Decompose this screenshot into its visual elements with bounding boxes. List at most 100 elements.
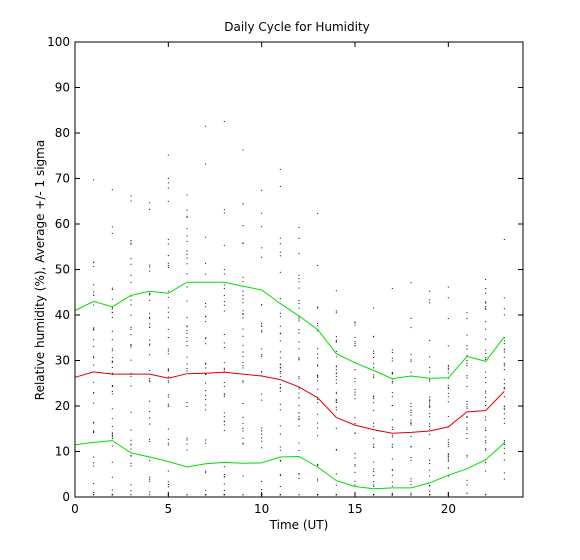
data-point	[485, 321, 487, 323]
data-point	[447, 367, 449, 369]
data-point	[354, 321, 356, 323]
data-point	[149, 293, 151, 295]
data-point	[261, 325, 263, 327]
data-point	[317, 264, 319, 266]
data-point	[242, 422, 244, 424]
data-point	[354, 341, 356, 343]
data-point	[503, 314, 505, 316]
data-point	[167, 348, 169, 350]
data-point	[186, 194, 188, 196]
data-point	[130, 314, 132, 316]
data-point	[223, 347, 225, 349]
data-point	[149, 480, 151, 482]
data-point	[93, 465, 95, 467]
data-point	[298, 278, 300, 280]
data-point	[410, 419, 412, 421]
data-point	[130, 334, 132, 336]
data-point	[223, 412, 225, 414]
data-point	[503, 356, 505, 358]
data-point	[186, 443, 188, 445]
data-point	[186, 332, 188, 334]
data-point	[93, 356, 95, 358]
data-point	[111, 390, 113, 392]
data-point	[410, 422, 412, 424]
data-point	[261, 331, 263, 333]
data-point	[130, 429, 132, 431]
data-point	[205, 489, 207, 491]
data-point	[317, 480, 319, 482]
data-point	[111, 330, 113, 332]
data-point	[335, 473, 337, 475]
data-point	[111, 384, 113, 386]
data-point	[242, 427, 244, 429]
data-point	[485, 442, 487, 444]
average-line	[74, 371, 505, 434]
data-point	[149, 317, 151, 319]
data-point	[205, 367, 207, 369]
data-point	[391, 373, 393, 375]
data-point	[167, 428, 169, 430]
data-point	[373, 335, 375, 337]
data-point	[429, 396, 431, 398]
data-point	[130, 344, 132, 346]
data-point	[317, 427, 319, 429]
data-point	[373, 352, 375, 354]
data-point	[298, 226, 300, 228]
data-point	[466, 312, 468, 314]
data-point	[335, 312, 337, 314]
data-point	[410, 412, 412, 414]
data-point	[429, 485, 431, 487]
data-point	[261, 440, 263, 442]
data-point	[167, 317, 169, 319]
data-point	[186, 449, 188, 451]
data-point	[298, 307, 300, 309]
data-point	[485, 400, 487, 402]
data-point	[186, 337, 188, 339]
data-point	[429, 447, 431, 449]
data-point	[410, 435, 412, 437]
data-point	[242, 367, 244, 369]
data-point	[111, 386, 113, 388]
data-point	[485, 440, 487, 442]
data-point	[429, 405, 431, 407]
data-point	[130, 462, 132, 464]
data-point	[485, 306, 487, 308]
data-point	[410, 317, 412, 319]
data-point	[354, 344, 356, 346]
data-point	[279, 364, 281, 366]
data-point	[410, 423, 412, 425]
data-point	[298, 405, 300, 407]
data-point	[298, 274, 300, 276]
data-point	[429, 378, 431, 380]
data-point	[93, 304, 95, 306]
data-point	[149, 441, 151, 443]
data-point	[205, 382, 207, 384]
data-point	[93, 494, 95, 496]
data-point	[111, 408, 113, 410]
data-point	[186, 437, 188, 439]
data-point	[466, 355, 468, 357]
data-point	[242, 344, 244, 346]
data-point	[317, 380, 319, 382]
data-point	[373, 468, 375, 470]
data-point	[279, 333, 281, 335]
data-point	[466, 415, 468, 417]
data-point	[261, 489, 263, 491]
data-point	[242, 317, 244, 319]
data-point	[186, 494, 188, 496]
data-point	[205, 442, 207, 444]
data-point	[466, 456, 468, 458]
data-point	[298, 412, 300, 414]
data-point	[354, 484, 356, 486]
data-point	[186, 439, 188, 441]
data-point	[447, 345, 449, 347]
data-point	[429, 423, 431, 425]
data-point	[503, 453, 505, 455]
data-point	[279, 449, 281, 451]
data-point	[466, 377, 468, 379]
data-point	[429, 433, 431, 435]
data-point	[167, 353, 169, 355]
data-point	[149, 270, 151, 272]
data-point	[111, 307, 113, 309]
data-point	[93, 381, 95, 383]
